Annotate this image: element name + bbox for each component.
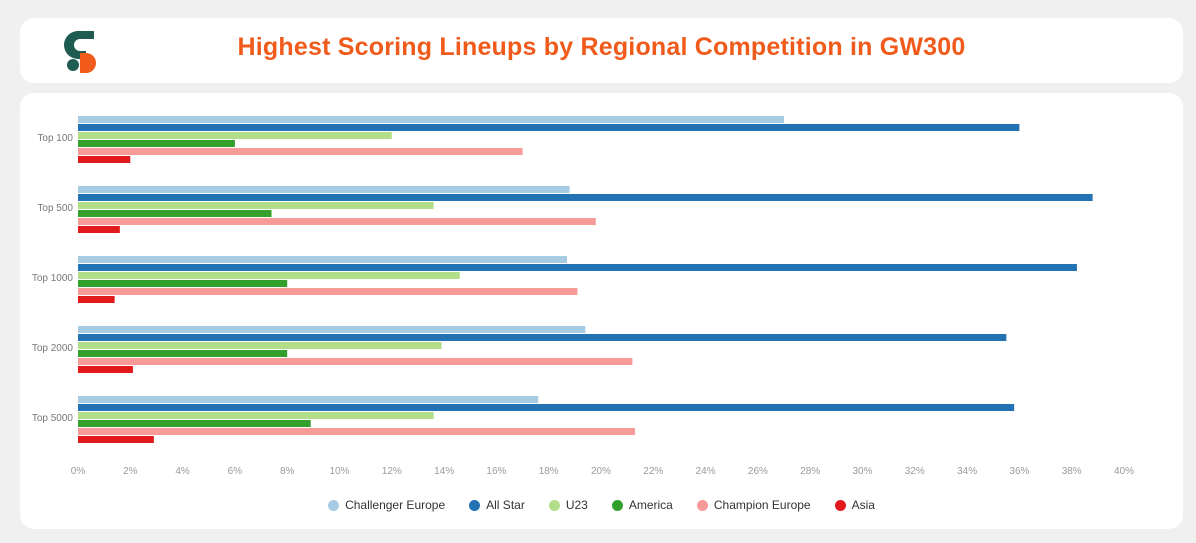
bar-all-star-top-100 [78,124,1020,131]
legend-swatch [328,499,340,511]
bar-asia-top-500 [78,226,120,233]
x-tick-label: 30% [852,466,872,477]
legend-label: All Star [486,498,525,512]
bar-chart: Top 100 Top 500 Top 1000 Top 2000 Top 5000 0%… [32,116,1134,477]
x-tick-label: 32% [905,466,925,477]
logo-dot [67,59,79,71]
bar-u23-top-2000 [78,342,442,349]
bar-champion-europe-top-2000 [78,358,633,365]
bar-u23-top-100 [78,132,392,139]
legend-item[interactable]: Asia [834,498,875,512]
x-tick-label: 36% [1009,466,1029,477]
bar-all-star-top-1000 [78,264,1077,271]
category-label: Top 500 [37,203,73,214]
bar-america-top-500 [78,210,272,217]
bar-asia-top-1000 [78,296,115,303]
x-tick-label: 20% [591,466,611,477]
category-label: Top 1000 [32,273,74,284]
legend-label: Challenger Europe [345,498,446,512]
bar-america-top-1000 [78,280,288,287]
x-tick-label: 22% [643,466,663,477]
x-tick-label: 38% [1062,466,1082,477]
legend-swatch [548,499,560,511]
bar-all-star-top-500 [78,194,1093,201]
legend-item[interactable]: All Star [469,498,525,512]
legend-item[interactable]: America [611,498,673,512]
x-tick-label: 26% [748,466,768,477]
legend-item[interactable]: U23 [548,498,588,512]
bar-champion-europe-top-100 [78,148,523,155]
x-tick-label: 12% [382,466,402,477]
x-tick-label: 10% [329,466,349,477]
x-tick-label: 6% [228,466,243,477]
legend-label: America [628,498,673,512]
logo-bottom-accent [80,53,96,73]
bar-challenger-europe-top-500 [78,186,570,193]
chart-legend: Challenger Europe All Star U23 America Champ… [20,498,1183,512]
legend-item[interactable]: Champion Europe [696,498,811,512]
category-label: Top 5000 [32,413,74,424]
legend-label: Champion Europe [713,498,811,512]
bar-asia-top-5000 [78,436,154,443]
logo-top-shape [64,31,94,59]
bar-all-star-top-2000 [78,334,1007,341]
header-card: Highest Scoring Lineups by Regional Comp… [20,18,1183,83]
legend-item[interactable]: Challenger Europe [328,498,445,512]
x-tick-label: 40% [1114,466,1134,477]
x-tick-label: 4% [175,466,190,477]
bar-america-top-5000 [78,420,311,427]
category-label: Top 2000 [32,343,74,354]
bar-champion-europe-top-5000 [78,428,635,435]
page-title: Highest Scoring Lineups by Regional Comp… [237,33,966,61]
bar-u23-top-5000 [78,412,434,419]
bar-u23-top-1000 [78,272,460,279]
bar-america-top-100 [78,140,235,147]
x-tick-label: 14% [434,466,454,477]
legend-swatch [696,499,708,511]
x-tick-label: 28% [800,466,820,477]
x-tick-label: 24% [696,466,716,477]
x-tick-label: 0% [71,466,86,477]
bar-asia-top-2000 [78,366,133,373]
bar-challenger-europe-top-2000 [78,326,586,333]
legend-swatch [469,499,481,511]
x-tick-label: 16% [486,466,506,477]
legend-label: U23 [565,498,588,512]
bar-america-top-2000 [78,350,288,357]
bar-u23-top-500 [78,202,434,209]
category-label: Top 100 [37,133,73,144]
bar-challenger-europe-top-100 [78,116,785,123]
legend-swatch [611,499,623,511]
bar-challenger-europe-top-5000 [78,396,539,403]
bar-challenger-europe-top-1000 [78,256,568,263]
chart-card: Top 100 Top 500 Top 1000 Top 2000 Top 5000 0%… [20,93,1183,529]
bar-champion-europe-top-500 [78,218,596,225]
bar-champion-europe-top-1000 [78,288,578,295]
legend-label: Asia [851,498,875,512]
legend-swatch [834,499,846,511]
x-tick-label: 8% [280,466,295,477]
x-tick-label: 18% [539,466,559,477]
bar-asia-top-100 [78,156,131,163]
x-tick-label: 34% [957,466,977,477]
brand-logo-icon [64,31,96,73]
x-tick-label: 2% [123,466,138,477]
bar-all-star-top-5000 [78,404,1015,411]
